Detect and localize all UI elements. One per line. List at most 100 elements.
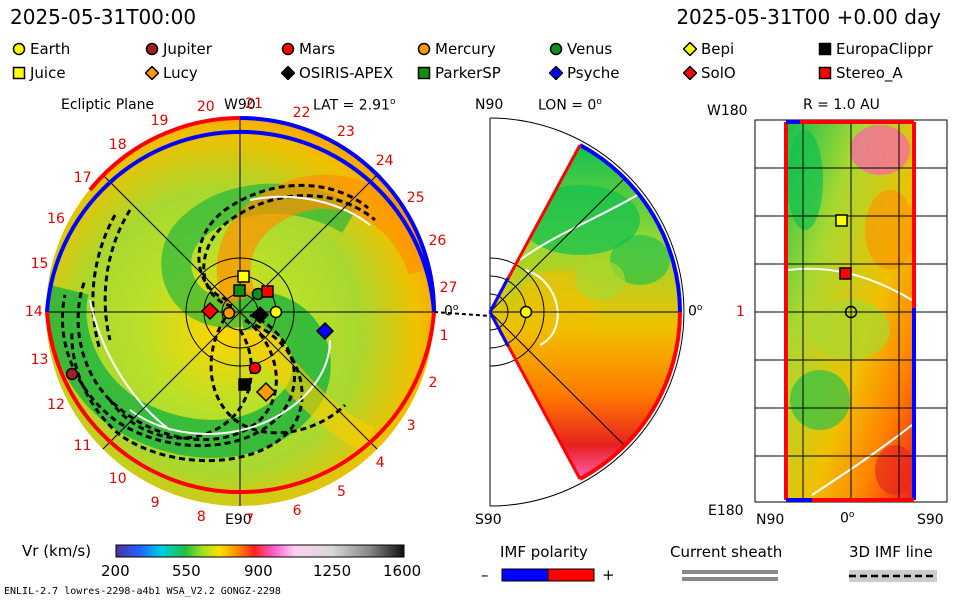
day-tick-label: 12 <box>47 397 65 414</box>
colorbar-tick-2: 900 <box>244 562 273 580</box>
colorbar-tick-4: 1600 <box>383 562 422 580</box>
legend-label: Juice <box>30 64 66 82</box>
legend-item-psyche: Psyche <box>549 64 619 82</box>
legend-diamond-icon <box>549 66 563 80</box>
legend-item-bepi: Bepi <box>683 40 734 58</box>
legend-label: Psyche <box>567 64 620 82</box>
day-tick-label: 23 <box>337 123 355 140</box>
sphere-bottom-label: E180 <box>708 503 744 519</box>
stereo-a-marker <box>261 285 274 298</box>
legend-item-jupiter: Jupiter <box>145 40 212 58</box>
legend-label: Earth <box>30 40 71 58</box>
imf-label: IMF polarity <box>500 543 588 561</box>
day-tick-label: 21 <box>245 96 263 113</box>
day-tick-label: 4 <box>375 455 385 472</box>
legend-square-icon <box>818 66 832 80</box>
day-tick-label: 25 <box>406 189 425 206</box>
imf-positive-swatch <box>547 568 595 582</box>
legend-diamond-icon <box>683 42 697 56</box>
legend-label: Lucy <box>163 64 198 82</box>
sphere-top-label: W180 <box>707 103 748 119</box>
legend-diamond-icon <box>145 66 159 80</box>
meridional-left-label: 0o <box>444 303 459 320</box>
ecliptic-bottom-label: E90 <box>225 512 252 528</box>
legend-item-venus: Venus <box>549 40 612 58</box>
lat-label: LAT = 2.91o <box>313 97 396 114</box>
day-tick-label: 7 <box>245 511 255 528</box>
legend-label: Mercury <box>435 40 496 58</box>
lon-label: LON = 0o <box>538 97 602 114</box>
footer-model: ENLIL-2.7 lowres-2298-a4b1 WSA_V2.2 GONG… <box>4 586 281 597</box>
legend-item-mars: Mars <box>281 40 335 58</box>
psyche-marker <box>315 321 335 341</box>
ecliptic-title: Ecliptic Plane <box>61 97 155 113</box>
day-tick-label: 13 <box>30 351 49 368</box>
day-tick-label: 11 <box>73 437 92 454</box>
day-tick-label: 15 <box>30 256 49 273</box>
legend-label: Venus <box>567 40 613 58</box>
sphere-x-left: N90 <box>756 512 785 528</box>
sphere-title: R = 1.0 AU <box>803 97 880 113</box>
legend-item-juice: Juice <box>12 64 66 82</box>
legend-label: Stereo_A <box>836 64 903 82</box>
colorbar-tick-3: 1250 <box>313 562 352 580</box>
right-timestamp: 2025-05-31T00 +0.00 day <box>676 5 941 29</box>
legend-label: Mars <box>299 40 336 58</box>
imf-minus: – <box>481 566 489 584</box>
legend-circle-icon <box>12 42 26 56</box>
meridional-top-label: N90 <box>475 97 504 113</box>
meridional-right-label: 0o <box>688 303 703 320</box>
sphere-earth-marker <box>844 305 858 319</box>
jupiter-marker <box>65 367 79 381</box>
sphere-mid-label: 1 <box>736 304 745 320</box>
legend-square-icon <box>818 42 832 56</box>
sphere-plot <box>754 119 948 503</box>
meridional-bottom-label: S90 <box>475 512 502 528</box>
legend-circle-icon <box>145 42 159 56</box>
legend-diamond-icon <box>683 66 697 80</box>
legend-circle-icon <box>549 42 563 56</box>
parker-marker <box>233 284 246 297</box>
day-tick-label: 1 <box>439 328 449 345</box>
vr-colorbar <box>115 544 405 558</box>
left-timestamp: 2025-05-31T00:00 <box>10 5 197 29</box>
imf-plus: + <box>602 566 615 584</box>
ecliptic-structures <box>46 118 434 506</box>
legend-item-osiris-apex: OSIRIS-APEX <box>281 64 393 82</box>
day-tick-label: 10 <box>108 470 127 487</box>
day-tick-label: 18 <box>108 137 127 154</box>
day-tick-label: 20 <box>196 99 215 116</box>
legend-diamond-icon <box>281 66 295 80</box>
day-tick-label: 14 <box>25 304 43 320</box>
meridional-plot <box>488 117 685 507</box>
day-tick-label: 16 <box>47 210 65 227</box>
colorbar-label: Vr (km/s) <box>22 542 92 560</box>
imf-negative-swatch <box>501 568 549 582</box>
legend-label: ParkerSP <box>435 64 501 82</box>
day-tick-label: 19 <box>150 113 169 129</box>
sphere-stereo-a-marker <box>839 267 852 280</box>
day-tick-label: 3 <box>406 418 416 435</box>
legend-label: OSIRIS-APEX <box>299 64 394 82</box>
osiris-apex-marker <box>250 305 270 325</box>
lucy-marker <box>255 381 277 403</box>
meridional-earth-marker <box>519 305 533 319</box>
current-sheath-swatch <box>682 570 778 581</box>
sphere-x-mid: 0o <box>840 510 855 527</box>
ecliptic-top-label: W90 <box>224 97 256 113</box>
juice-marker <box>237 270 250 283</box>
sphere-juice-marker <box>835 214 848 227</box>
day-tick-label: 26 <box>428 232 447 249</box>
earth-marker <box>269 305 283 319</box>
legend-square-icon <box>12 66 26 80</box>
legend-item-europaclippr: EuropaClippr <box>818 40 933 58</box>
legend-circle-icon <box>281 42 295 56</box>
day-tick-label: 22 <box>292 104 311 121</box>
day-tick-label: 9 <box>150 494 160 511</box>
day-tick-label: 24 <box>375 152 394 169</box>
imf3d-swatch <box>849 570 937 582</box>
legend-label: EuropaClippr <box>836 40 933 58</box>
ecliptic-bodies <box>65 270 335 403</box>
ecliptic-plot <box>45 116 491 506</box>
